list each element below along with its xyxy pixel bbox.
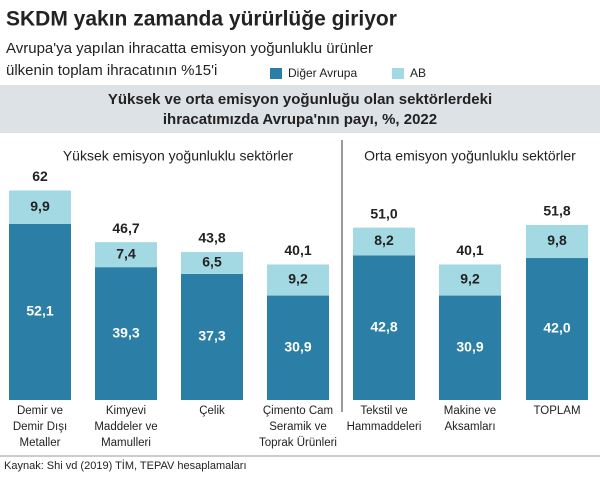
chart-heading: Yüksek ve orta emisyon yoğunluğu olan se… <box>108 91 492 108</box>
x-tick-label: Metaller <box>20 437 61 449</box>
value-label: 9,2 <box>288 271 308 287</box>
legend-label: AB <box>410 66 426 80</box>
value-label: 9,8 <box>547 232 567 248</box>
bar-segment <box>526 224 588 259</box>
bar-segment <box>181 273 243 400</box>
x-tick-label: Demir Dışı <box>13 421 67 433</box>
value-label: 42,0 <box>543 320 570 336</box>
bar-segment <box>9 190 71 224</box>
value-label: 6,5 <box>202 254 222 270</box>
bar-segment <box>439 264 501 296</box>
x-tick-label: Çimento Cam <box>263 405 333 417</box>
x-tick-label: Tekstil ve <box>360 405 407 417</box>
bar-segment <box>267 295 329 400</box>
value-label: 7,4 <box>116 245 136 261</box>
subtitle: Avrupa'ya yapılan ihracatta emisyon yoğu… <box>6 40 373 57</box>
total-label: 40,1 <box>284 242 311 258</box>
bar-segment <box>439 295 501 400</box>
group-label: Yüksek emisyon yoğunluklu sektörler <box>63 148 294 164</box>
legend-swatch <box>392 68 404 79</box>
x-tick-label: Maddeler ve <box>94 421 157 433</box>
bar-segment <box>9 223 71 400</box>
x-tick-label: Makine ve <box>444 405 496 417</box>
legend-swatch <box>270 68 282 79</box>
value-label: 42,8 <box>370 318 397 334</box>
group-label: Orta emisyon yoğunluklu sektörler <box>364 148 576 164</box>
bar-segment <box>526 258 588 400</box>
total-label: 51,0 <box>370 205 397 221</box>
value-label: 9,9 <box>30 198 50 214</box>
x-tick-label: Kimyevi <box>106 405 146 417</box>
total-label: 43,8 <box>198 230 225 246</box>
header-band <box>0 85 600 133</box>
total-label: 62 <box>32 168 48 184</box>
x-tick-label: Çelik <box>199 405 225 417</box>
bar-segment <box>181 251 243 274</box>
source: Kaynak: Shi vd (2019) TİM, TEPAV hesapla… <box>4 459 247 472</box>
value-label: 30,9 <box>284 338 311 354</box>
bar-segment <box>95 267 157 400</box>
chart-heading: ihracatımızda Avrupa'nın payı, %, 2022 <box>163 111 437 128</box>
bar-segment <box>267 264 329 296</box>
bar-segment <box>353 227 415 256</box>
x-tick-label: Demir ve <box>17 405 63 417</box>
x-tick-label: Mamulleri <box>101 437 151 449</box>
subtitle: ülkenin toplam ihracatının %15'i <box>6 62 217 79</box>
legend-label: Diğer Avrupa <box>288 66 357 80</box>
total-label: 51,8 <box>543 203 570 219</box>
x-tick-label: TOPLAM <box>533 405 580 417</box>
value-label: 8,2 <box>374 232 394 248</box>
x-tick-label: Hammaddeleri <box>347 421 422 433</box>
chart-title: SKDM yakın zamanda yürürlüğe giriyor <box>6 8 397 31</box>
bar-segment <box>95 242 157 268</box>
value-label: 39,3 <box>112 324 139 340</box>
value-label: 52,1 <box>26 303 53 319</box>
x-tick-label: Toprak Ürünleri <box>259 437 337 449</box>
value-label: 30,9 <box>456 338 483 354</box>
total-label: 46,7 <box>112 220 139 236</box>
bar-segment <box>353 255 415 400</box>
total-label: 40,1 <box>456 242 483 258</box>
x-tick-label: Seramik ve <box>269 421 327 433</box>
value-label: 9,2 <box>460 271 480 287</box>
x-tick-label: Aksamları <box>444 421 495 433</box>
value-label: 37,3 <box>198 328 225 344</box>
